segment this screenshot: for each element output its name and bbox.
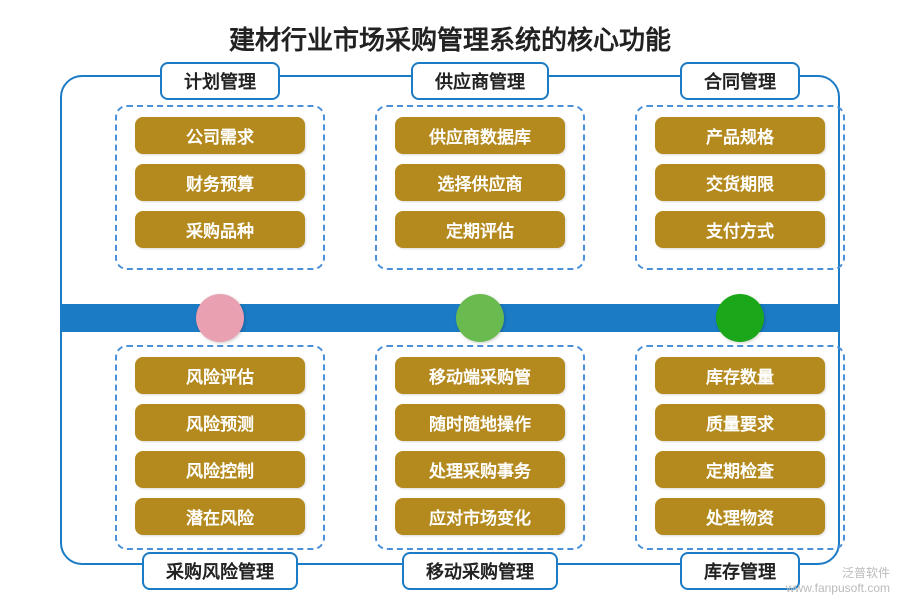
column-upper-box: 公司需求财务预算采购品种 <box>115 105 325 270</box>
connector-circle <box>196 294 244 342</box>
feature-pill: 公司需求 <box>135 117 305 154</box>
watermark-url: www.fanpusoft.com <box>786 581 890 595</box>
column-top-label: 计划管理 <box>160 62 280 100</box>
column-lower-box: 风险评估风险预测风险控制潜在风险 <box>115 345 325 550</box>
feature-pill: 采购品种 <box>135 211 305 248</box>
feature-pill: 库存数量 <box>655 357 825 394</box>
connector-circle <box>456 294 504 342</box>
column-top-label: 合同管理 <box>680 62 800 100</box>
column-lower-box: 移动端采购管随时随地操作处理采购事务应对市场变化 <box>375 345 585 550</box>
feature-pill: 随时随地操作 <box>395 404 565 441</box>
feature-pill: 潜在风险 <box>135 498 305 535</box>
diagram-title: 建材行业市场采购管理系统的核心功能 <box>0 0 900 57</box>
feature-pill: 产品规格 <box>655 117 825 154</box>
feature-pill: 处理采购事务 <box>395 451 565 488</box>
feature-pill: 处理物资 <box>655 498 825 535</box>
feature-pill: 风险控制 <box>135 451 305 488</box>
feature-pill: 交货期限 <box>655 164 825 201</box>
feature-pill: 定期评估 <box>395 211 565 248</box>
column-bottom-label: 移动采购管理 <box>402 552 558 590</box>
feature-pill: 选择供应商 <box>395 164 565 201</box>
feature-pill: 供应商数据库 <box>395 117 565 154</box>
watermark-brand: 泛普软件 <box>786 566 890 580</box>
feature-pill: 质量要求 <box>655 404 825 441</box>
watermark: 泛普软件 www.fanpusoft.com <box>786 566 890 595</box>
feature-pill: 支付方式 <box>655 211 825 248</box>
connector-circle <box>716 294 764 342</box>
feature-pill: 风险评估 <box>135 357 305 394</box>
column-bottom-label: 采购风险管理 <box>142 552 298 590</box>
column-bottom-label: 库存管理 <box>680 552 800 590</box>
feature-pill: 财务预算 <box>135 164 305 201</box>
feature-pill: 风险预测 <box>135 404 305 441</box>
column-top-label: 供应商管理 <box>411 62 549 100</box>
column-upper-box: 供应商数据库选择供应商定期评估 <box>375 105 585 270</box>
feature-pill: 定期检查 <box>655 451 825 488</box>
column-lower-box: 库存数量质量要求定期检查处理物资 <box>635 345 845 550</box>
feature-pill: 应对市场变化 <box>395 498 565 535</box>
feature-pill: 移动端采购管 <box>395 357 565 394</box>
column-upper-box: 产品规格交货期限支付方式 <box>635 105 845 270</box>
